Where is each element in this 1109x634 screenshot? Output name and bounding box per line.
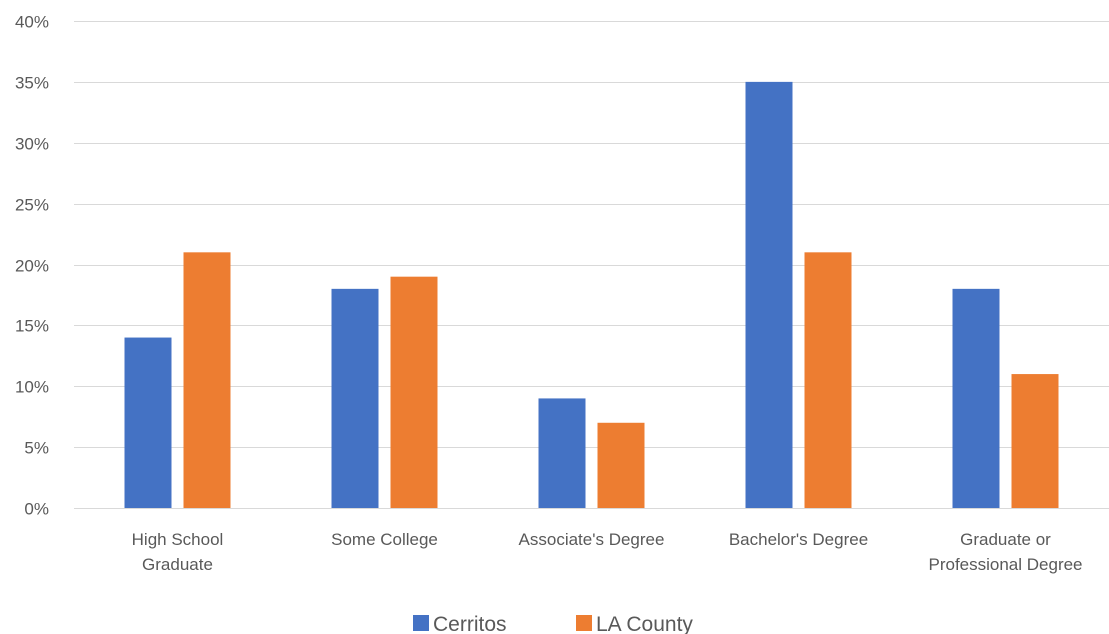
y-tick-label: 30% (15, 135, 49, 154)
legend-item-la-county: LA County (576, 613, 693, 634)
legend-label: LA County (596, 613, 693, 634)
x-category-label: Some College (331, 530, 438, 549)
gridlines (74, 21, 1109, 509)
x-category-label: High School Graduate (132, 530, 224, 574)
bar-cerritos-4 (952, 288, 1000, 508)
x-category-label: Graduate or Professional Degree (928, 530, 1082, 574)
y-axis: 0% 5% 10% 15% 20% 25% 30% 35% 40% (15, 13, 49, 519)
y-tick-label: 5% (24, 439, 49, 458)
x-category-label-line: Graduate (142, 555, 213, 574)
x-category-label: Bachelor's Degree (729, 530, 868, 549)
x-category-label-line: Associate's Degree (519, 530, 665, 549)
y-tick-label: 35% (15, 74, 49, 93)
bar-cerritos-2 (538, 398, 586, 508)
legend: Cerritos LA County (413, 613, 693, 634)
bar-la-county-2 (597, 422, 645, 508)
bar-cerritos-1 (331, 288, 379, 508)
x-category-label-line: Graduate or (960, 530, 1051, 549)
y-tick-label: 40% (15, 13, 49, 32)
bar-la-county-1 (390, 276, 438, 508)
x-axis: High School Graduate Some College Associate… (132, 530, 1083, 574)
bars (124, 81, 1059, 508)
y-tick-label: 20% (15, 257, 49, 276)
bar-cerritos-0 (124, 337, 172, 508)
bar-cerritos-3 (745, 81, 793, 508)
y-tick-label: 0% (24, 500, 49, 519)
x-category-label-line: Some College (331, 530, 438, 549)
legend-swatch (576, 615, 592, 631)
y-tick-label: 10% (15, 378, 49, 397)
legend-item-cerritos: Cerritos (413, 613, 507, 634)
x-category-label-line: Bachelor's Degree (729, 530, 868, 549)
bar-la-county-3 (804, 252, 852, 508)
legend-swatch (413, 615, 429, 631)
y-tick-label: 25% (15, 196, 49, 215)
x-category-label-line: High School (132, 530, 224, 549)
x-category-label: Associate's Degree (519, 530, 665, 549)
bar-la-county-4 (1011, 374, 1059, 508)
y-tick-label: 15% (15, 317, 49, 336)
legend-label: Cerritos (433, 613, 507, 634)
x-category-label-line: Professional Degree (928, 555, 1082, 574)
bar-la-county-0 (183, 252, 231, 508)
